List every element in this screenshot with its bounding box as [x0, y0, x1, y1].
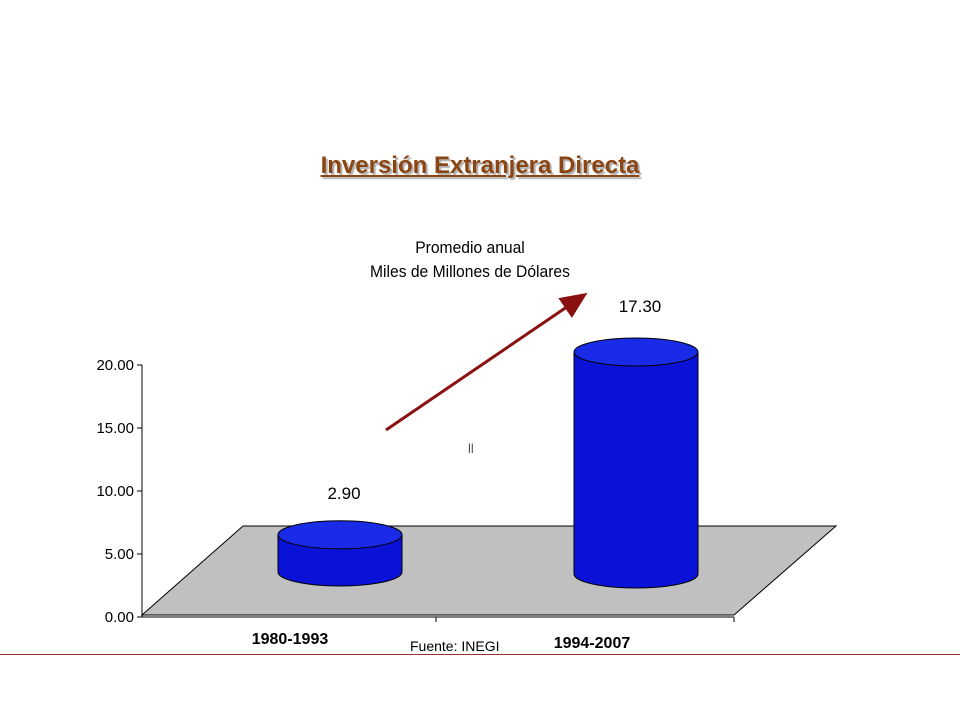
bar-body — [277, 534, 403, 587]
y-tick-label: 15.00 — [96, 420, 134, 437]
divider-line — [0, 654, 960, 655]
bar-top — [573, 337, 699, 367]
bar-body — [573, 351, 699, 589]
source-note: Fuente: INEGI — [410, 638, 500, 654]
bar — [277, 520, 403, 587]
bar — [573, 337, 699, 589]
chart-subtitle-line1: Promedio anual — [415, 238, 525, 257]
trend-arrow — [385, 292, 588, 432]
y-tick-label: 0.00 — [105, 609, 134, 626]
y-tick-label: 5.00 — [105, 546, 134, 563]
slide-title: Inversión Extranjera Directa — [320, 152, 640, 179]
category-label: 1994-2007 — [554, 635, 631, 652]
stray-mark: ll — [468, 441, 474, 456]
chart-floor — [140, 525, 838, 616]
data-label: 17.30 — [619, 297, 662, 316]
chart-subtitle-line2: Miles de Millones de Dólares — [370, 262, 570, 281]
y-tick-label: 10.00 — [96, 483, 134, 500]
category-label: 1980-1993 — [252, 631, 329, 648]
y-tick-label: 20.00 — [96, 357, 134, 374]
bar-top — [277, 520, 403, 550]
data-label: 2.90 — [327, 484, 360, 503]
